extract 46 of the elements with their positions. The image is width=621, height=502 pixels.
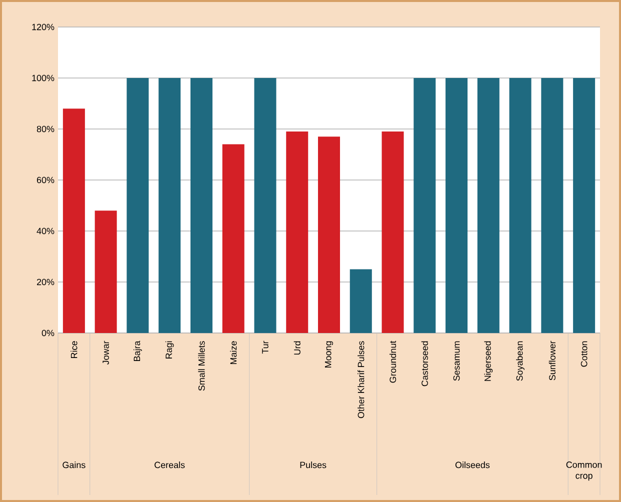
x-tick-label: Urd bbox=[294, 341, 300, 355]
bar bbox=[541, 78, 564, 333]
bar bbox=[350, 269, 372, 333]
text: Oilseeds bbox=[455, 462, 490, 468]
x-tick-label: Tur bbox=[262, 340, 268, 354]
x-tick-label: Sunflower bbox=[548, 340, 556, 380]
x-tick-label: Rice bbox=[70, 341, 78, 358]
x-tick-label: Soyabean bbox=[516, 341, 524, 381]
bar bbox=[573, 78, 596, 333]
x-tick-label: Groundnut bbox=[389, 340, 396, 383]
bar bbox=[254, 78, 276, 333]
bar bbox=[382, 132, 404, 333]
bar bbox=[477, 78, 500, 333]
bar bbox=[222, 144, 244, 333]
x-tick-label: Nigerseed bbox=[484, 341, 493, 381]
x-tick-label: Cotton bbox=[580, 341, 588, 367]
bar bbox=[509, 78, 532, 333]
y-tick-label: 0% bbox=[42, 330, 54, 336]
y-tick-label: 80% bbox=[36, 126, 54, 132]
y-tick-label: 60% bbox=[36, 176, 54, 184]
x-tick-label: Bajra bbox=[134, 340, 142, 361]
bar bbox=[318, 136, 340, 333]
bar bbox=[446, 78, 468, 333]
text: Common crop bbox=[566, 462, 602, 481]
bar bbox=[286, 132, 308, 333]
bar bbox=[414, 78, 436, 333]
x-tick-label: Small Millets bbox=[198, 341, 205, 391]
y-tick-label: 40% bbox=[36, 228, 54, 234]
text: Pulses bbox=[300, 462, 326, 468]
x-tick-label: Sesamum bbox=[453, 341, 460, 381]
y-tick-label: 120% bbox=[32, 24, 54, 30]
y-tick-label: 100% bbox=[32, 74, 54, 82]
bar bbox=[62, 108, 85, 333]
x-tick-label: Moong bbox=[324, 341, 334, 368]
x-tick-label: Ragi bbox=[165, 341, 174, 358]
bar bbox=[158, 78, 181, 333]
x-tick-label: Castorseed bbox=[421, 341, 428, 386]
text: Cereals bbox=[154, 462, 185, 468]
bar bbox=[190, 78, 212, 333]
x-tick-label: Other Kharif Pulses bbox=[358, 341, 364, 418]
bar bbox=[94, 210, 117, 333]
y-tick-label: 20% bbox=[36, 278, 54, 286]
x-tick-label: Jowar bbox=[102, 340, 109, 365]
bar bbox=[126, 78, 149, 333]
text: Gains bbox=[62, 462, 86, 468]
x-tick-label: Maize bbox=[230, 341, 237, 364]
